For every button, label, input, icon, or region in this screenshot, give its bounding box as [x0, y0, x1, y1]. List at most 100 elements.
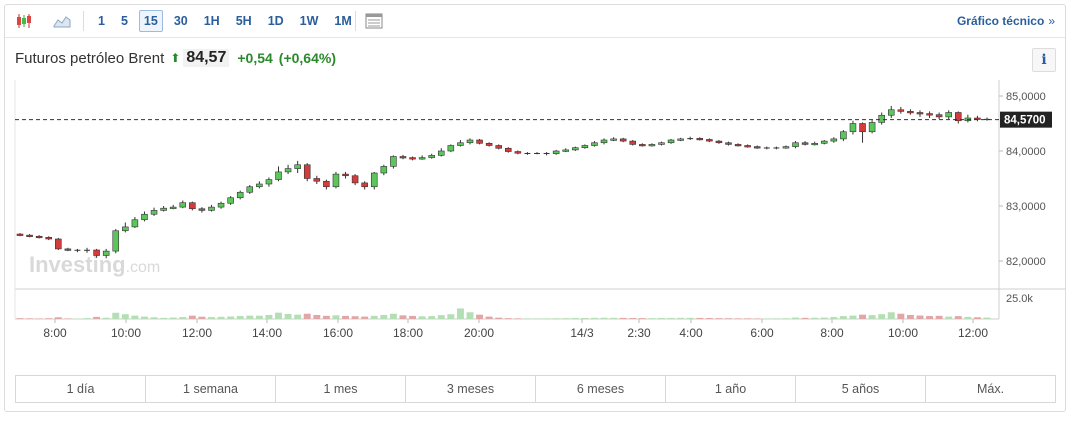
x-tick-label: 12:00: [182, 326, 212, 340]
double-chevron-right-icon: »: [1048, 14, 1055, 28]
candle: [505, 147, 512, 153]
candle: [706, 138, 713, 143]
volume-bar: [696, 317, 704, 319]
interval-1d[interactable]: 1D: [267, 14, 284, 28]
range-1-month[interactable]: 1 mes: [276, 376, 406, 402]
candle: [208, 204, 215, 212]
candlestick-chart-icon[interactable]: [13, 10, 35, 32]
candle: [543, 152, 550, 156]
candle: [562, 148, 570, 153]
table-view-icon[interactable]: [363, 10, 385, 32]
candle: [792, 141, 799, 149]
volume-bar: [236, 316, 244, 319]
volume-bar: [198, 316, 206, 319]
volume-bar: [466, 312, 474, 319]
volume-bar: [811, 317, 819, 319]
range-1-year[interactable]: 1 año: [666, 376, 796, 402]
volume-bar: [255, 315, 263, 319]
volume-bar: [581, 317, 589, 319]
interval-1h[interactable]: 1H: [203, 14, 220, 28]
x-tick-label: 14:00: [252, 326, 282, 340]
candle: [160, 206, 167, 212]
volume-bar: [265, 314, 273, 319]
candle: [648, 143, 656, 147]
candle: [26, 234, 33, 238]
x-tick-label: 18:00: [393, 326, 423, 340]
candle: [591, 141, 598, 147]
volume-bar: [552, 318, 560, 319]
x-tick-label: 8:00: [43, 326, 67, 340]
candle: [945, 110, 952, 120]
last-price: 84,57: [183, 49, 230, 67]
volume-bar: [456, 308, 464, 319]
interval-1w[interactable]: 1W: [299, 14, 319, 28]
candle: [600, 138, 608, 145]
volume-bar: [638, 318, 646, 319]
volume-bar: [658, 318, 665, 319]
candle: [217, 201, 225, 209]
candle: [74, 248, 81, 253]
interval-15[interactable]: 15: [138, 10, 163, 32]
candle: [437, 148, 445, 157]
volume-bar: [887, 312, 895, 319]
candle: [629, 140, 637, 146]
candle: [572, 146, 579, 151]
volume-bar: [935, 315, 943, 319]
volume-bar: [208, 317, 215, 319]
interval-5h[interactable]: 5H: [235, 14, 252, 28]
candle: [122, 222, 129, 233]
area-chart-icon[interactable]: [51, 10, 73, 32]
volume-bar: [629, 318, 637, 319]
interval-1m[interactable]: 1M: [334, 14, 352, 28]
technical-chart-link[interactable]: Gráfico técnico»: [956, 14, 1055, 28]
candle: [534, 152, 540, 155]
volume-bar: [648, 318, 656, 319]
volume-bar: [485, 316, 493, 319]
volume-bar: [227, 316, 235, 319]
volume-bar: [782, 318, 790, 319]
volume-bar: [399, 315, 407, 319]
candle: [332, 171, 340, 189]
candle: [380, 164, 388, 176]
candle: [169, 204, 177, 210]
range-5-years[interactable]: 5 años: [796, 376, 926, 402]
candle: [457, 140, 464, 147]
candle: [495, 144, 502, 150]
candle: [351, 174, 359, 186]
range-3-months[interactable]: 3 meses: [406, 376, 536, 402]
volume-bar: [916, 315, 924, 319]
volume-bar: [514, 318, 522, 319]
candle: [294, 160, 301, 173]
volume-bar: [131, 315, 139, 319]
range-1-week[interactable]: 1 semana: [146, 376, 276, 402]
chart-widget: 1 5 15 30 1H 5H 1D 1W 1M Gráfico técnico…: [4, 4, 1066, 412]
candle: [466, 138, 474, 145]
candle: [476, 138, 483, 145]
candle: [753, 145, 761, 149]
candle: [667, 138, 675, 144]
candle: [150, 207, 158, 216]
interval-5[interactable]: 5: [120, 14, 128, 28]
price-chart[interactable]: Investing.com 85,0000 84,0000 83,0000 82,00…: [5, 5, 1065, 365]
volume-bar: [361, 316, 369, 319]
volume-bar: [619, 317, 627, 319]
volume-bar: [725, 318, 732, 319]
volume-bar: [150, 317, 158, 319]
volume-bar: [772, 318, 780, 319]
volume-bar: [160, 317, 168, 319]
volume-bar: [179, 317, 187, 319]
interval-30[interactable]: 30: [173, 14, 188, 28]
info-button[interactable]: i: [1032, 48, 1056, 72]
volume-bar: [667, 317, 675, 319]
volume-bar: [590, 317, 598, 319]
interval-selector: 1 5 15 30 1H 5H 1D 1W 1M: [93, 10, 357, 32]
interval-1[interactable]: 1: [98, 14, 105, 28]
candle: [744, 144, 751, 148]
range-1-day[interactable]: 1 día: [16, 376, 146, 402]
candle: [964, 114, 972, 123]
range-6-months[interactable]: 6 meses: [536, 376, 666, 402]
x-tick-label: 6:00: [750, 326, 774, 340]
candle: [64, 247, 72, 252]
chart-axes: 85,0000 84,0000 83,0000 82,0000 25.0k 8:00 10:…: [15, 91, 1052, 340]
range-max[interactable]: Máx.: [976, 382, 1005, 396]
